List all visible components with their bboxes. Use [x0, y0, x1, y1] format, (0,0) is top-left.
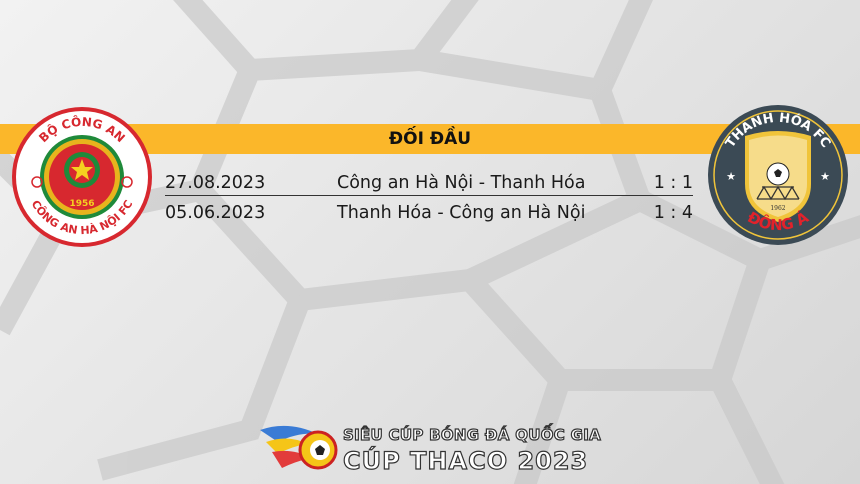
- svg-text:1962: 1962: [770, 205, 785, 212]
- star-icon: ★: [726, 170, 736, 183]
- match-date: 05.06.2023: [165, 203, 266, 223]
- svg-text:1956: 1956: [69, 199, 94, 209]
- match-fixture: Công an Hà Nội - Thanh Hóa: [337, 173, 586, 193]
- footer-subtitle: SIÊU CÚP BÓNG ĐÁ QUỐC GIA: [342, 425, 602, 444]
- match-score: 1 : 1: [653, 173, 693, 193]
- super-cup-logo-emblem: [260, 425, 338, 470]
- star-icon: ★: [820, 170, 830, 183]
- section-title: ĐỐI ĐẦU: [388, 129, 472, 149]
- match-fixture: Thanh Hóa - Công an Hà Nội: [337, 203, 586, 223]
- match-row: 27.08.2023 Công an Hà Nội - Thanh Hóa 1 …: [165, 170, 693, 196]
- thanh-hoa-logo: 1962 THANH HÓA FC ĐÔNG Á ★ ★: [708, 105, 848, 245]
- match-date: 27.08.2023: [165, 173, 266, 193]
- match-row: 05.06.2023 Thanh Hóa - Công an Hà Nội 1 …: [165, 200, 693, 226]
- match-score: 1 : 4: [653, 203, 693, 223]
- footer-title: CÚP THACO 2023: [342, 446, 589, 475]
- cong-an-ha-noi-logo: 1956 BỘ CÔNG AN CÔNG AN HÀ NỘI FC: [12, 107, 152, 247]
